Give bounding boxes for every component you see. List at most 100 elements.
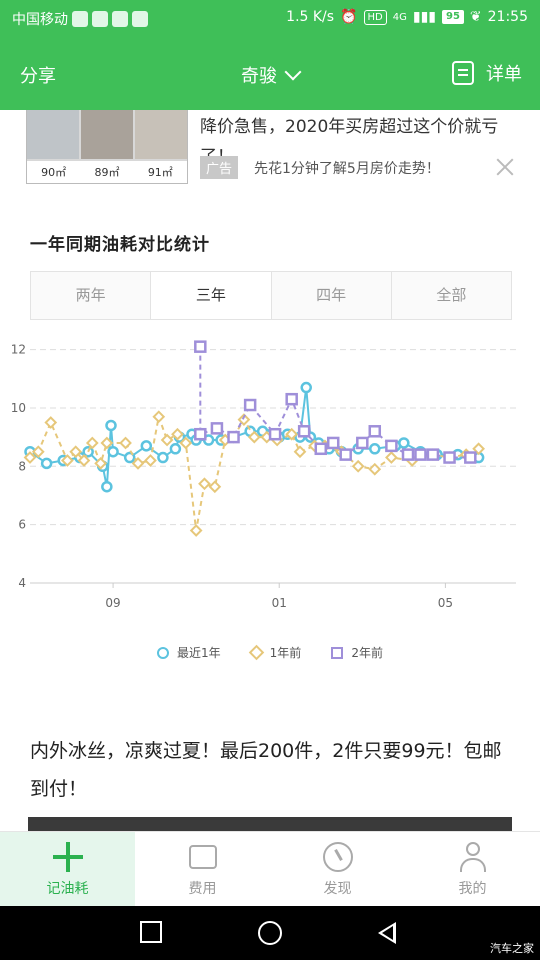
data-point-square	[210, 422, 224, 435]
gauge-icon	[322, 842, 353, 872]
data-point-circle	[105, 419, 117, 432]
nav-discover[interactable]: 发现	[270, 832, 405, 907]
home-icon[interactable]	[258, 921, 282, 945]
wallet-icon	[188, 845, 217, 869]
details-button[interactable]: 详单	[452, 60, 522, 86]
data-point-square	[194, 427, 207, 441]
close-icon[interactable]	[494, 156, 516, 178]
data-point-diamond	[285, 427, 299, 441]
shield-icon	[72, 11, 88, 27]
room-photo	[27, 110, 79, 159]
data-point-circle	[107, 445, 119, 458]
list-doc-icon	[452, 61, 474, 85]
nav-label: 费用	[188, 881, 217, 897]
tab-three-years[interactable]: 三年	[150, 272, 271, 319]
battery-icon: 95	[441, 10, 464, 24]
app-icon	[92, 11, 108, 27]
data-point-square	[314, 442, 328, 456]
ad-banner[interactable]: 90㎡ 89㎡ 91㎡ 降价急售，2020年买房超过这个价就亏了！ 广告 先花1…	[0, 110, 540, 190]
data-point-diamond	[69, 445, 83, 459]
data-point-square	[227, 430, 240, 444]
data-point-square	[285, 392, 298, 406]
data-point-diamond	[119, 436, 132, 450]
legend-label: 2年前	[351, 646, 383, 660]
nav-mine[interactable]: 我的	[405, 832, 540, 907]
car-selector[interactable]: 奇骏	[0, 62, 540, 88]
nav-label: 发现	[323, 881, 352, 897]
play-icon	[112, 11, 128, 27]
data-point-diamond	[77, 454, 91, 467]
share-button[interactable]: 分享	[20, 66, 56, 87]
data-point-circle	[300, 381, 312, 394]
chart-svg: 4 6 8 10 12 09 01 05	[11, 340, 516, 610]
nav-label: 记油耗	[46, 881, 89, 897]
data-point-diamond	[152, 410, 166, 424]
recent-apps-icon[interactable]	[140, 921, 162, 943]
data-point-square	[368, 425, 382, 438]
back-icon-inner	[382, 926, 393, 940]
tab-four-years[interactable]: 四年	[270, 272, 391, 319]
data-point-square	[443, 451, 456, 464]
leaf-icon: ❦	[469, 9, 482, 25]
data-point-circle	[157, 451, 169, 464]
data-point-square	[464, 451, 477, 464]
legend-item[interactable]: 2年前	[331, 644, 383, 661]
plus-icon	[52, 842, 83, 872]
alarm-icon: ⏰	[340, 9, 358, 25]
tab-all[interactable]: 全部	[390, 272, 511, 319]
chevron-down-icon	[284, 63, 302, 81]
thumb-tag: 90㎡	[41, 166, 67, 179]
data-point-square	[339, 448, 352, 461]
data-point-diamond	[208, 480, 222, 494]
y-tick-label: 12	[11, 343, 26, 357]
data-point-square	[414, 448, 427, 461]
promo-image[interactable]	[28, 817, 512, 831]
ad-subtitle: 先花1分钟了解5月房价走势！	[254, 161, 440, 177]
nav-expenses[interactable]: 费用	[135, 832, 270, 907]
data-point-diamond	[131, 457, 145, 470]
data-point-diamond	[293, 445, 307, 459]
data-point-square	[385, 439, 398, 453]
data-point-diamond	[144, 454, 157, 467]
y-tick-label: 6	[18, 518, 26, 532]
network-type: 4G	[392, 11, 407, 23]
data-point-diamond	[351, 459, 365, 473]
y-tick-label: 10	[11, 401, 26, 415]
data-point-square	[297, 425, 311, 438]
legend-label: 1年前	[269, 646, 302, 660]
system-nav-bar: 汽车之家	[0, 906, 540, 960]
data-point-diamond	[179, 436, 193, 450]
data-point-diamond	[385, 451, 398, 464]
network-speed: 1.5 K/s	[286, 9, 335, 25]
car-title: 奇骏	[241, 66, 277, 87]
legend-item[interactable]: 1年前	[248, 644, 302, 661]
chart-legend: 最近1年 1年前 2年前	[0, 644, 540, 661]
data-point-diamond	[100, 436, 114, 450]
data-point-square	[401, 448, 415, 461]
data-point-square	[426, 448, 440, 461]
room-photo	[135, 110, 187, 159]
data-point-diamond	[237, 413, 251, 426]
nav-record-fuel[interactable]: 记油耗	[0, 832, 135, 907]
nav-label: 我的	[458, 881, 487, 897]
tab-two-years[interactable]: 两年	[75, 286, 106, 304]
thumb-tag: 89㎡	[94, 166, 120, 179]
data-point-diamond	[189, 524, 203, 537]
data-point-diamond	[94, 457, 107, 470]
y-tick-label: 8	[18, 459, 26, 473]
data-point-square	[268, 427, 282, 441]
promo-text[interactable]: 内外冰丝，凉爽过夏！最后200件，2件只要99元！包邮到付！	[30, 740, 502, 800]
data-point-diamond	[23, 451, 37, 464]
status-bar: 中国移动 1.5 K/s ⏰ HD 4G ▮▮▮ 95 ❦ 21:55	[0, 0, 540, 38]
fuel-consumption-chart: 4 6 8 10 12 09 01 05	[0, 335, 540, 610]
data-point-diamond	[198, 477, 211, 491]
details-label: 详单	[486, 64, 522, 85]
ad-thumbnail: 90㎡ 89㎡ 91㎡	[26, 110, 188, 184]
data-point-diamond	[31, 445, 45, 459]
diamond-marker-icon	[248, 644, 264, 661]
legend-item[interactable]: 最近1年	[157, 644, 221, 661]
ad-tag: 广告	[200, 156, 239, 179]
bottom-nav: 记油耗 费用 发现 我的	[0, 831, 540, 907]
carrier-label: 中国移动	[12, 12, 68, 28]
data-point-diamond	[368, 462, 382, 476]
